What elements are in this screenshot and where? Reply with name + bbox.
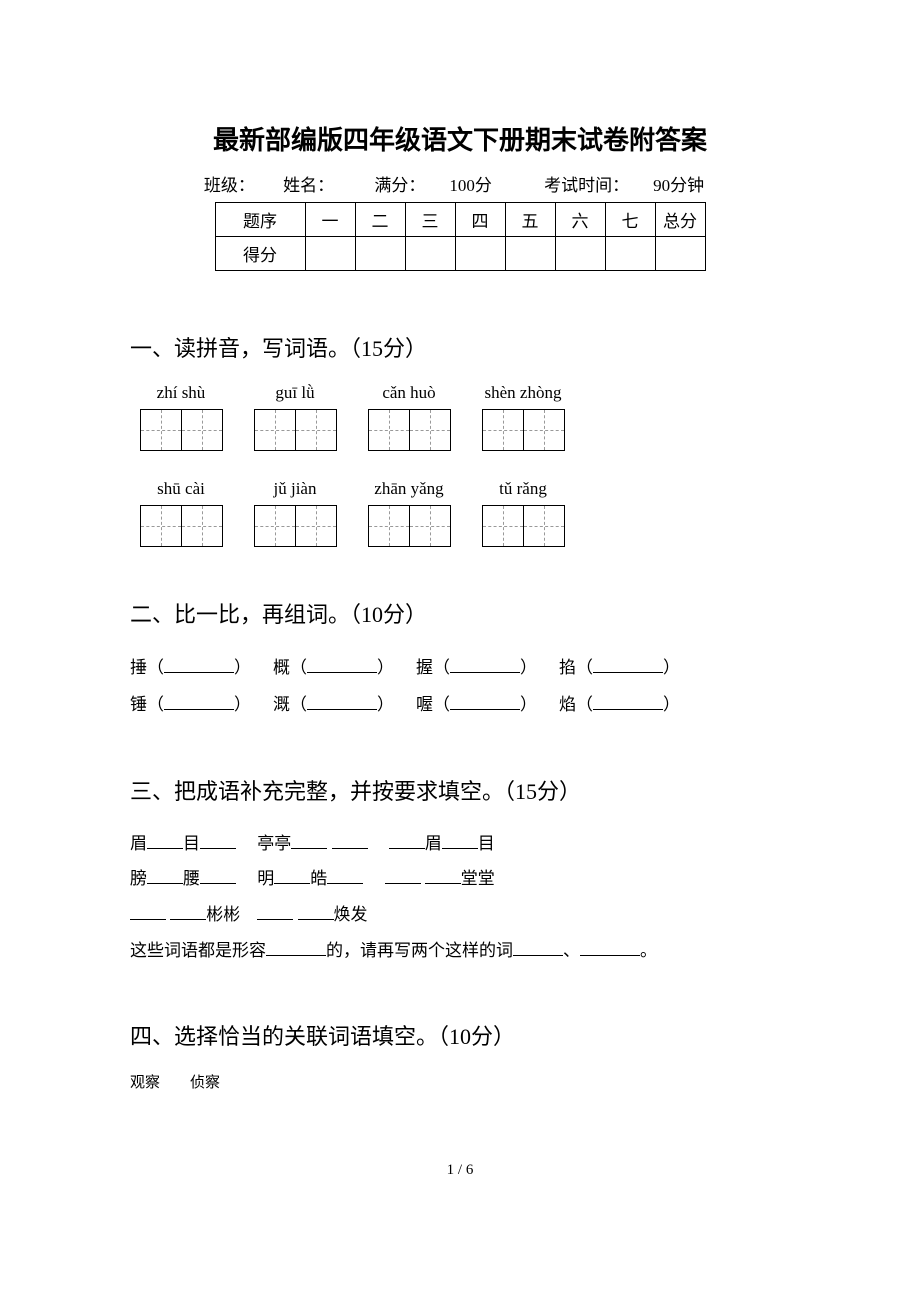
char-box [482,409,524,451]
score-cell [405,237,455,271]
time: 考试时间：90分钟 [532,176,716,195]
compare-item: 概（） [273,649,394,686]
compare-item: 焰（） [559,686,680,723]
char-box [409,505,451,547]
q3-title: 三、把成语补充完整，并按要求填空。（15分） [130,774,790,806]
header-cell: 六 [555,203,605,237]
char-box [482,505,524,547]
blank [164,693,234,710]
q2-row2: 锤（） 溉（） 喔（） 焰（） [130,686,790,723]
blank [450,656,520,673]
blank [164,656,234,673]
fullscore: 满分：100分 [362,176,504,195]
char-box [181,409,223,451]
compare-item: 喔（） [416,686,537,723]
compare-item: 握（） [416,649,537,686]
q1-row2: shū cài jǔ jiàn zhān yǎng tǔ rǎng [140,479,790,547]
score-cell [555,237,605,271]
score-cell [505,237,555,271]
pinyin-label: zhān yǎng [368,479,450,499]
header-cell: 四 [455,203,505,237]
q4-title: 四、选择恰当的关联词语填空。（10分） [130,1019,790,1051]
blank [593,656,663,673]
score-cell [455,237,505,271]
table-row: 得分 [215,237,705,271]
pinyin-group: zhān yǎng [368,479,450,547]
q3-line2: 膀腰 明皓 堂堂 [130,861,790,897]
pinyin-group: cǎn huò [368,383,450,451]
char-box [368,505,410,547]
blank [307,656,377,673]
pinyin-group: jǔ jiàn [254,479,336,547]
compare-item: 捶（） [130,649,251,686]
header-cell: 一 [305,203,355,237]
header-cell: 七 [605,203,655,237]
char-box [409,409,451,451]
pinyin-group: shèn zhòng [482,383,564,451]
char-box [295,409,337,451]
header-cell: 总分 [655,203,705,237]
char-box [523,505,565,547]
pinyin-label: jǔ jiàn [254,479,336,499]
pinyin-group: tǔ rǎng [482,479,564,547]
char-box [295,505,337,547]
header-cell: 题序 [215,203,305,237]
exam-title: 最新部编版四年级语文下册期末试卷附答案 [130,120,790,157]
q4-sub: 观察 侦察 [130,1071,790,1092]
char-box [140,409,182,451]
class-label: 班级： [204,176,255,195]
blank [307,693,377,710]
header-cell: 二 [355,203,405,237]
pinyin-label: shèn zhòng [482,383,564,403]
exam-info: 班级： 姓名： 满分：100分 考试时间：90分钟 [130,171,790,196]
pinyin-group: guī lǜ [254,383,336,451]
header-cell: 五 [505,203,555,237]
char-box [140,505,182,547]
char-box [254,409,296,451]
score-table: 题序 一 二 三 四 五 六 七 总分 得分 [215,202,706,271]
q3-line1: 眉目 亭亭 眉目 [130,826,790,862]
score-cell [605,237,655,271]
q2-row1: 捶（） 概（） 握（） 掐（） [130,649,790,686]
blank [593,693,663,710]
q1-title: 一、读拼音，写词语。（15分） [130,331,790,363]
q3-line4: 这些词语都是形容的，请再写两个这样的词、。 [130,933,790,969]
name-label: 姓名： [283,176,334,195]
pinyin-label: cǎn huò [368,383,450,403]
char-box [368,409,410,451]
score-cell [305,237,355,271]
pinyin-group: zhí shù [140,383,222,451]
pinyin-label: shū cài [140,479,222,499]
char-box [254,505,296,547]
row-label: 得分 [215,237,305,271]
blank [450,693,520,710]
q1-row1: zhí shù guī lǜ cǎn huò shèn zhòng [140,383,790,451]
compare-item: 锤（） [130,686,251,723]
page-number: 1 / 6 [130,1162,790,1179]
score-cell [355,237,405,271]
compare-item: 溉（） [273,686,394,723]
char-box [181,505,223,547]
q2-title: 二、比一比，再组词。（10分） [130,597,790,629]
compare-item: 掐（） [559,649,680,686]
score-cell [655,237,705,271]
header-cell: 三 [405,203,455,237]
pinyin-label: zhí shù [140,383,222,403]
q3-line3: 彬彬 焕发 [130,897,790,933]
char-box [523,409,565,451]
pinyin-label: tǔ rǎng [482,479,564,499]
table-row: 题序 一 二 三 四 五 六 七 总分 [215,203,705,237]
pinyin-group: shū cài [140,479,222,547]
pinyin-label: guī lǜ [254,383,336,403]
